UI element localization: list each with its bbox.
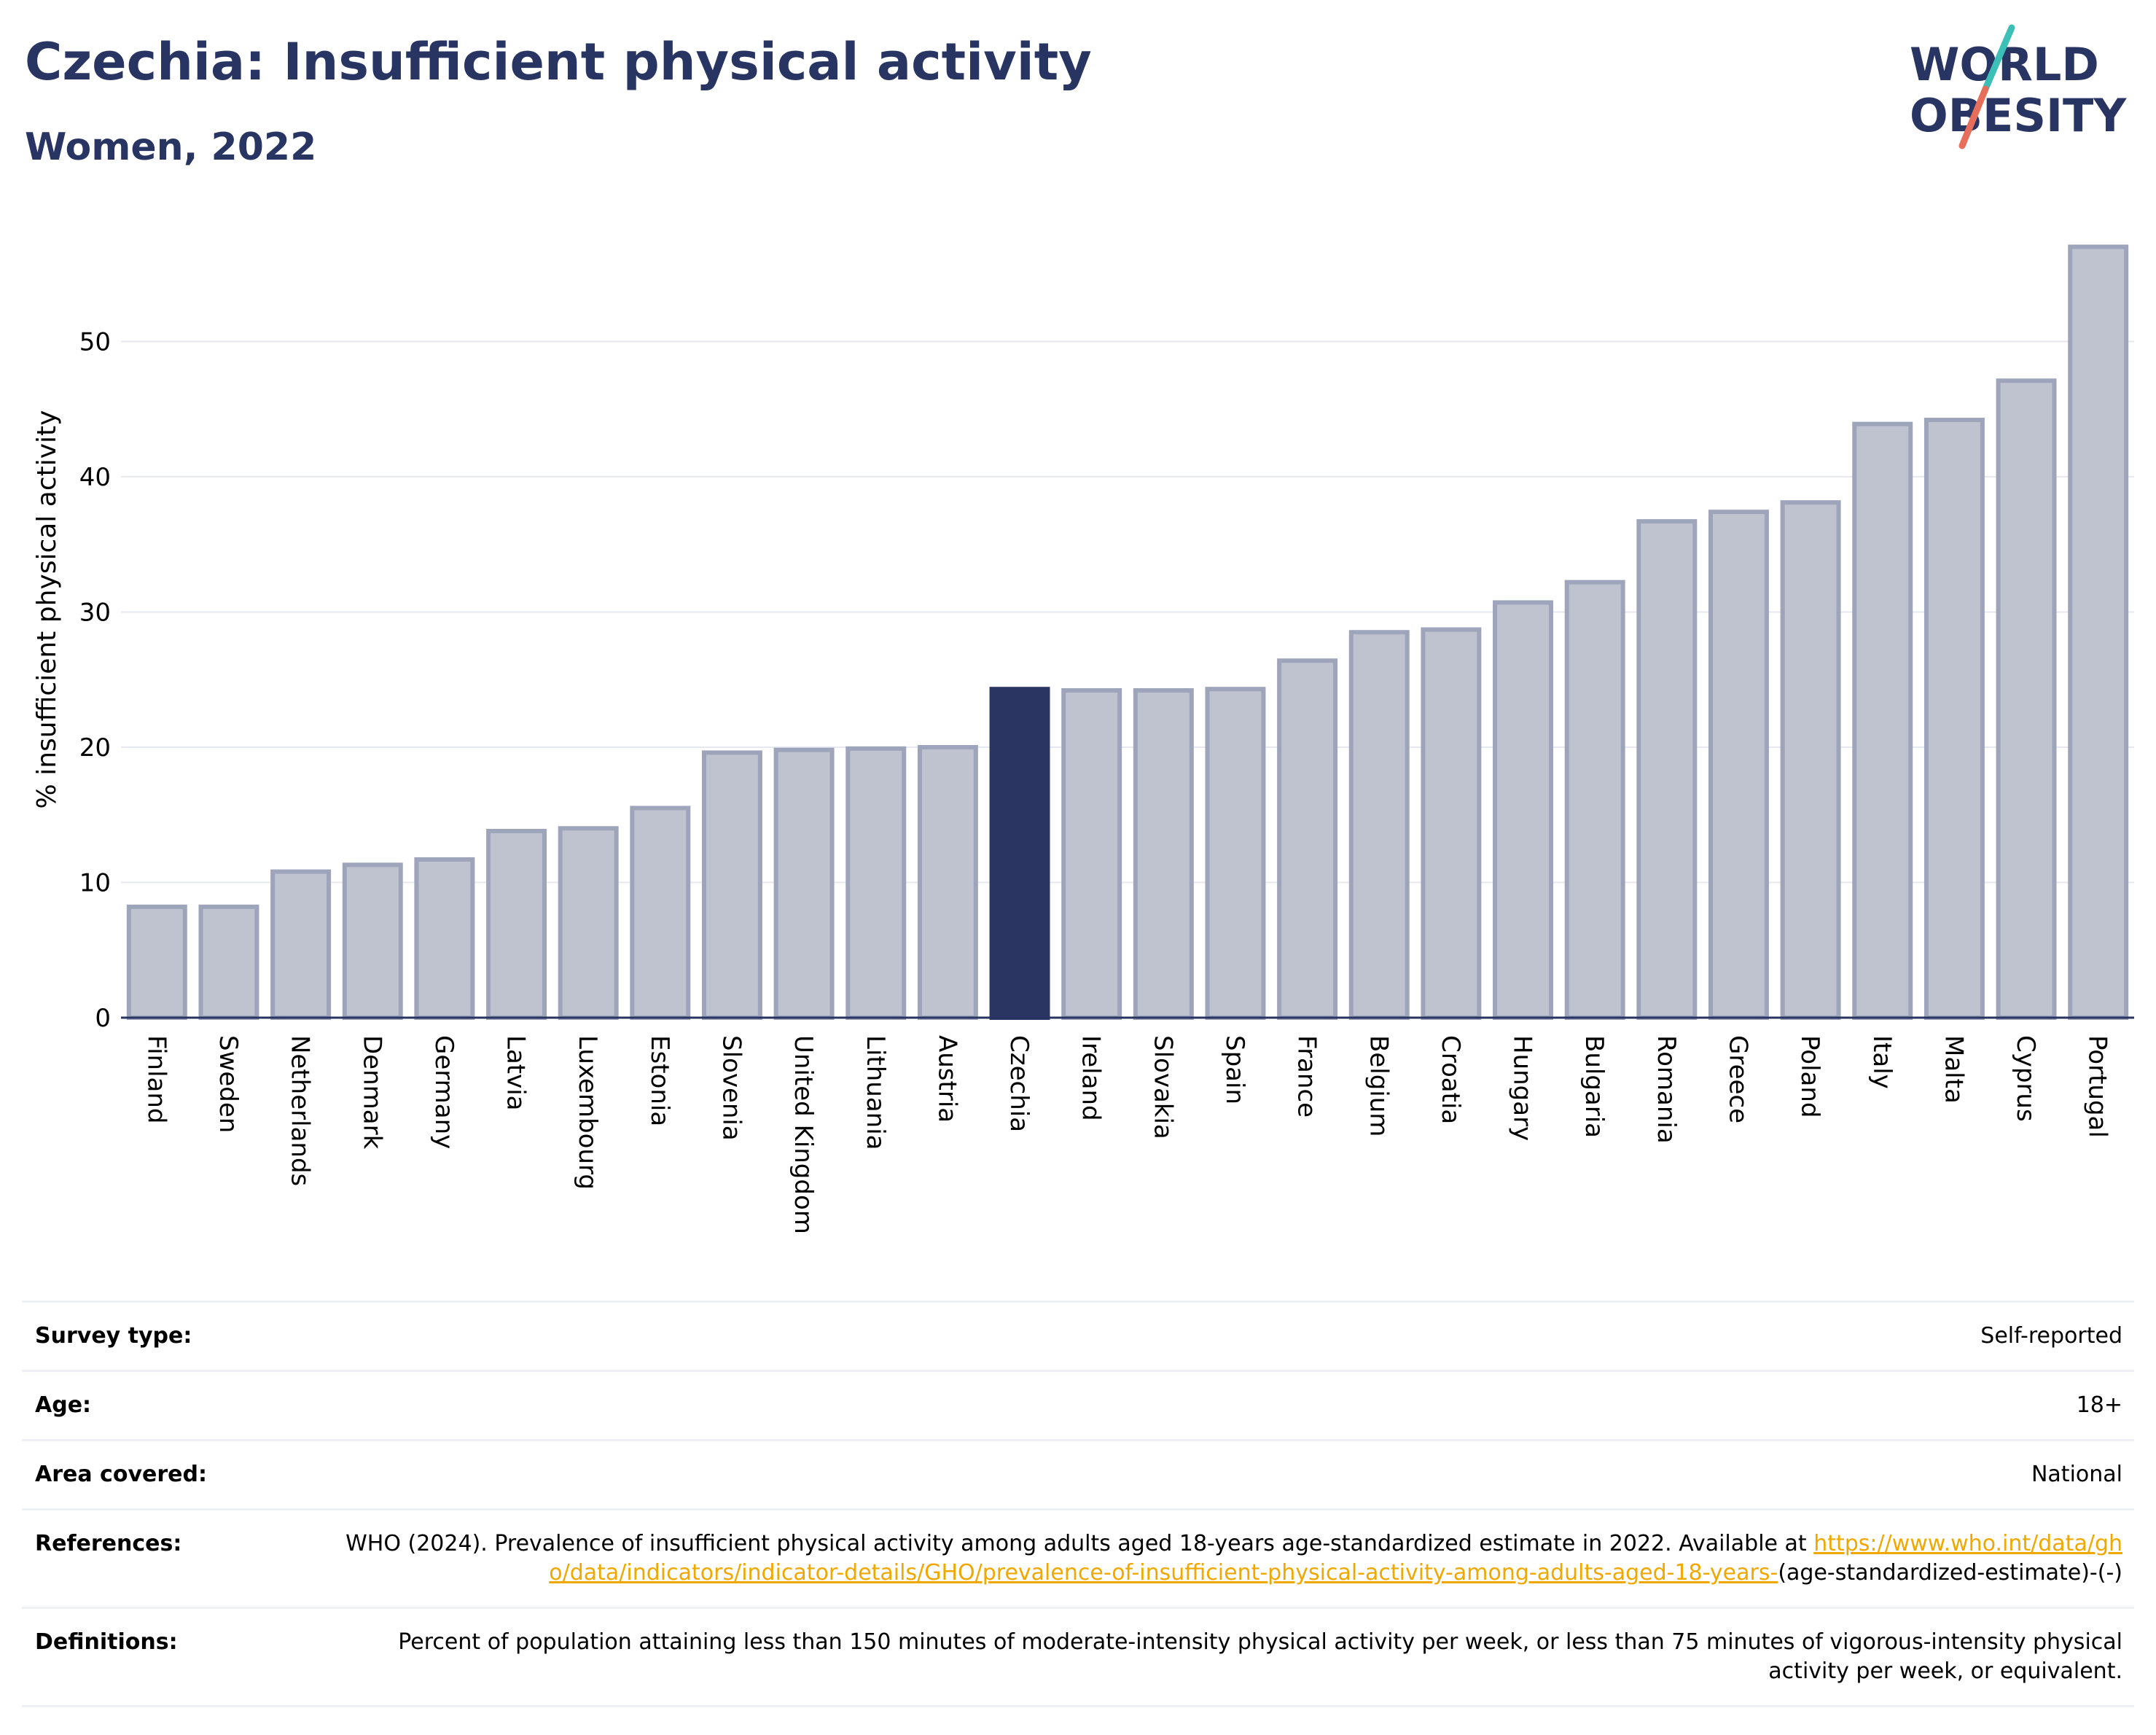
x-tick-label: Austria <box>932 1035 961 1123</box>
info-row-age: Age: 18+ <box>22 1370 2134 1439</box>
info-table: Survey type: Self-reported Age: 18+ Area… <box>22 1301 2134 1707</box>
bar-lithuania[interactable] <box>845 746 907 1020</box>
bar-spain[interactable] <box>1205 687 1266 1020</box>
bar-poland[interactable] <box>1780 500 1841 1020</box>
x-tick-label: Sweden <box>214 1035 243 1133</box>
x-tick-label: Lithuania <box>861 1035 890 1150</box>
x-tick-label: Slovakia <box>1148 1035 1177 1139</box>
bar-slovenia[interactable] <box>701 750 762 1021</box>
bar-denmark[interactable] <box>342 862 403 1020</box>
x-tick-label: Romania <box>1652 1035 1681 1144</box>
x-tick-label: Greece <box>1723 1035 1752 1123</box>
world-obesity-logo: WORLD OBESITY <box>1910 24 2127 149</box>
y-tick-label: 40 <box>79 463 111 492</box>
x-tick-label: Belgium <box>1364 1035 1393 1136</box>
x-tick-label: Denmark <box>357 1035 386 1150</box>
bar-austria[interactable] <box>917 744 978 1021</box>
y-axis-ticks: 0 10 20 30 40 50 <box>79 327 111 1033</box>
bar-finland[interactable] <box>126 904 187 1020</box>
references-link[interactable]: https://www.who.int/data/gho/data/indica… <box>549 1531 2122 1586</box>
bar-netherlands[interactable] <box>270 869 332 1020</box>
svg-text:OBESITY: OBESITY <box>1910 89 2127 142</box>
survey-type-label: Survey type: <box>35 1323 192 1349</box>
references-value: WHO (2024). Prevalence of insufficient p… <box>341 1529 2122 1588</box>
bar-belgium[interactable] <box>1348 630 1410 1020</box>
x-tick-label: Hungary <box>1508 1035 1537 1141</box>
x-tick-label: Ireland <box>1077 1035 1106 1121</box>
y-tick-label: 20 <box>79 733 111 763</box>
bar-sweden[interactable] <box>198 904 259 1020</box>
bar-portugal[interactable] <box>2068 244 2129 1020</box>
x-tick-label: Slovenia <box>716 1035 746 1141</box>
bar-croatia[interactable] <box>1421 627 1482 1020</box>
info-row-references: References: WHO (2024). Prevalence of in… <box>22 1508 2134 1607</box>
x-tick-label: Cyprus <box>2011 1035 2040 1122</box>
chart-subtitle: Women, 2022 <box>25 125 317 169</box>
info-row-survey-type: Survey type: Self-reported <box>22 1301 2134 1370</box>
references-text: WHO (2024). Prevalence of insufficient p… <box>345 1531 1814 1556</box>
bar-greece[interactable] <box>1708 510 1769 1020</box>
chart-title: Czechia: Insufficient physical activity <box>25 32 1092 92</box>
bar-romania[interactable] <box>1636 519 1698 1020</box>
x-tick-label: Portugal <box>2083 1035 2112 1138</box>
age-value: 18+ <box>2076 1392 2122 1418</box>
x-tick-label: Luxembourg <box>573 1035 602 1190</box>
y-tick-label: 10 <box>79 868 111 897</box>
bar-malta[interactable] <box>1923 418 1985 1020</box>
age-label: Age: <box>35 1392 92 1418</box>
x-tick-label: Poland <box>1795 1035 1824 1118</box>
x-tick-label: Croatia <box>1436 1035 1465 1124</box>
bar-czechia[interactable] <box>989 687 1050 1020</box>
bar-italy[interactable] <box>1852 421 1913 1020</box>
x-tick-label: Malta <box>1939 1035 1968 1104</box>
survey-type-value: Self-reported <box>1980 1323 2122 1349</box>
bar-united-kingdom[interactable] <box>773 747 835 1021</box>
info-row-definitions: Definitions: Percent of population attai… <box>22 1607 2134 1707</box>
x-tick-label: Netherlands <box>286 1035 315 1186</box>
y-tick-label: 50 <box>79 327 111 356</box>
bar-slovakia[interactable] <box>1133 688 1194 1020</box>
y-axis-label: % insufficient physical activity <box>32 410 62 809</box>
x-tick-label: Estonia <box>645 1035 674 1126</box>
x-tick-label: Latvia <box>501 1035 531 1111</box>
y-tick-label: 30 <box>79 598 111 627</box>
definitions-label: Definitions: <box>35 1629 178 1655</box>
area-value: National <box>2031 1462 2122 1487</box>
bar-latvia[interactable] <box>486 828 547 1020</box>
y-tick-label: 0 <box>95 1004 111 1033</box>
references-label: References: <box>35 1531 182 1556</box>
bar-luxembourg[interactable] <box>558 826 619 1021</box>
x-tick-label: Spain <box>1220 1035 1249 1104</box>
area-label: Area covered: <box>35 1462 207 1487</box>
bar-estonia[interactable] <box>630 806 691 1020</box>
bar-chart: 0 10 20 30 40 50 Finland Sweden Netherlands Denm… <box>32 244 2134 1234</box>
bar-cyprus[interactable] <box>1996 378 2057 1020</box>
x-tick-label: Italy <box>1867 1035 1897 1089</box>
x-tick-label: Bulgaria <box>1579 1035 1609 1138</box>
bar-bulgaria[interactable] <box>1564 580 1625 1020</box>
x-tick-label: United Kingdom <box>789 1035 818 1234</box>
x-tick-label: Germany <box>429 1035 458 1149</box>
x-tick-label: Czechia <box>1004 1035 1034 1132</box>
bar-germany[interactable] <box>414 857 475 1020</box>
bar-ireland[interactable] <box>1061 688 1122 1020</box>
bars <box>126 244 2129 1021</box>
bar-france[interactable] <box>1277 658 1338 1020</box>
x-axis-ticks: Finland Sweden Netherlands Denmark Germany La… <box>141 1035 2112 1234</box>
x-tick-label: Finland <box>141 1035 171 1124</box>
info-row-area: Area covered: National <box>22 1439 2134 1508</box>
x-tick-label: France <box>1292 1035 1321 1118</box>
bar-hungary[interactable] <box>1493 600 1554 1020</box>
references-suffix: (age-standardized-estimate)-(-) <box>1778 1560 2122 1586</box>
definitions-value: Percent of population attaining less tha… <box>398 1629 2122 1684</box>
